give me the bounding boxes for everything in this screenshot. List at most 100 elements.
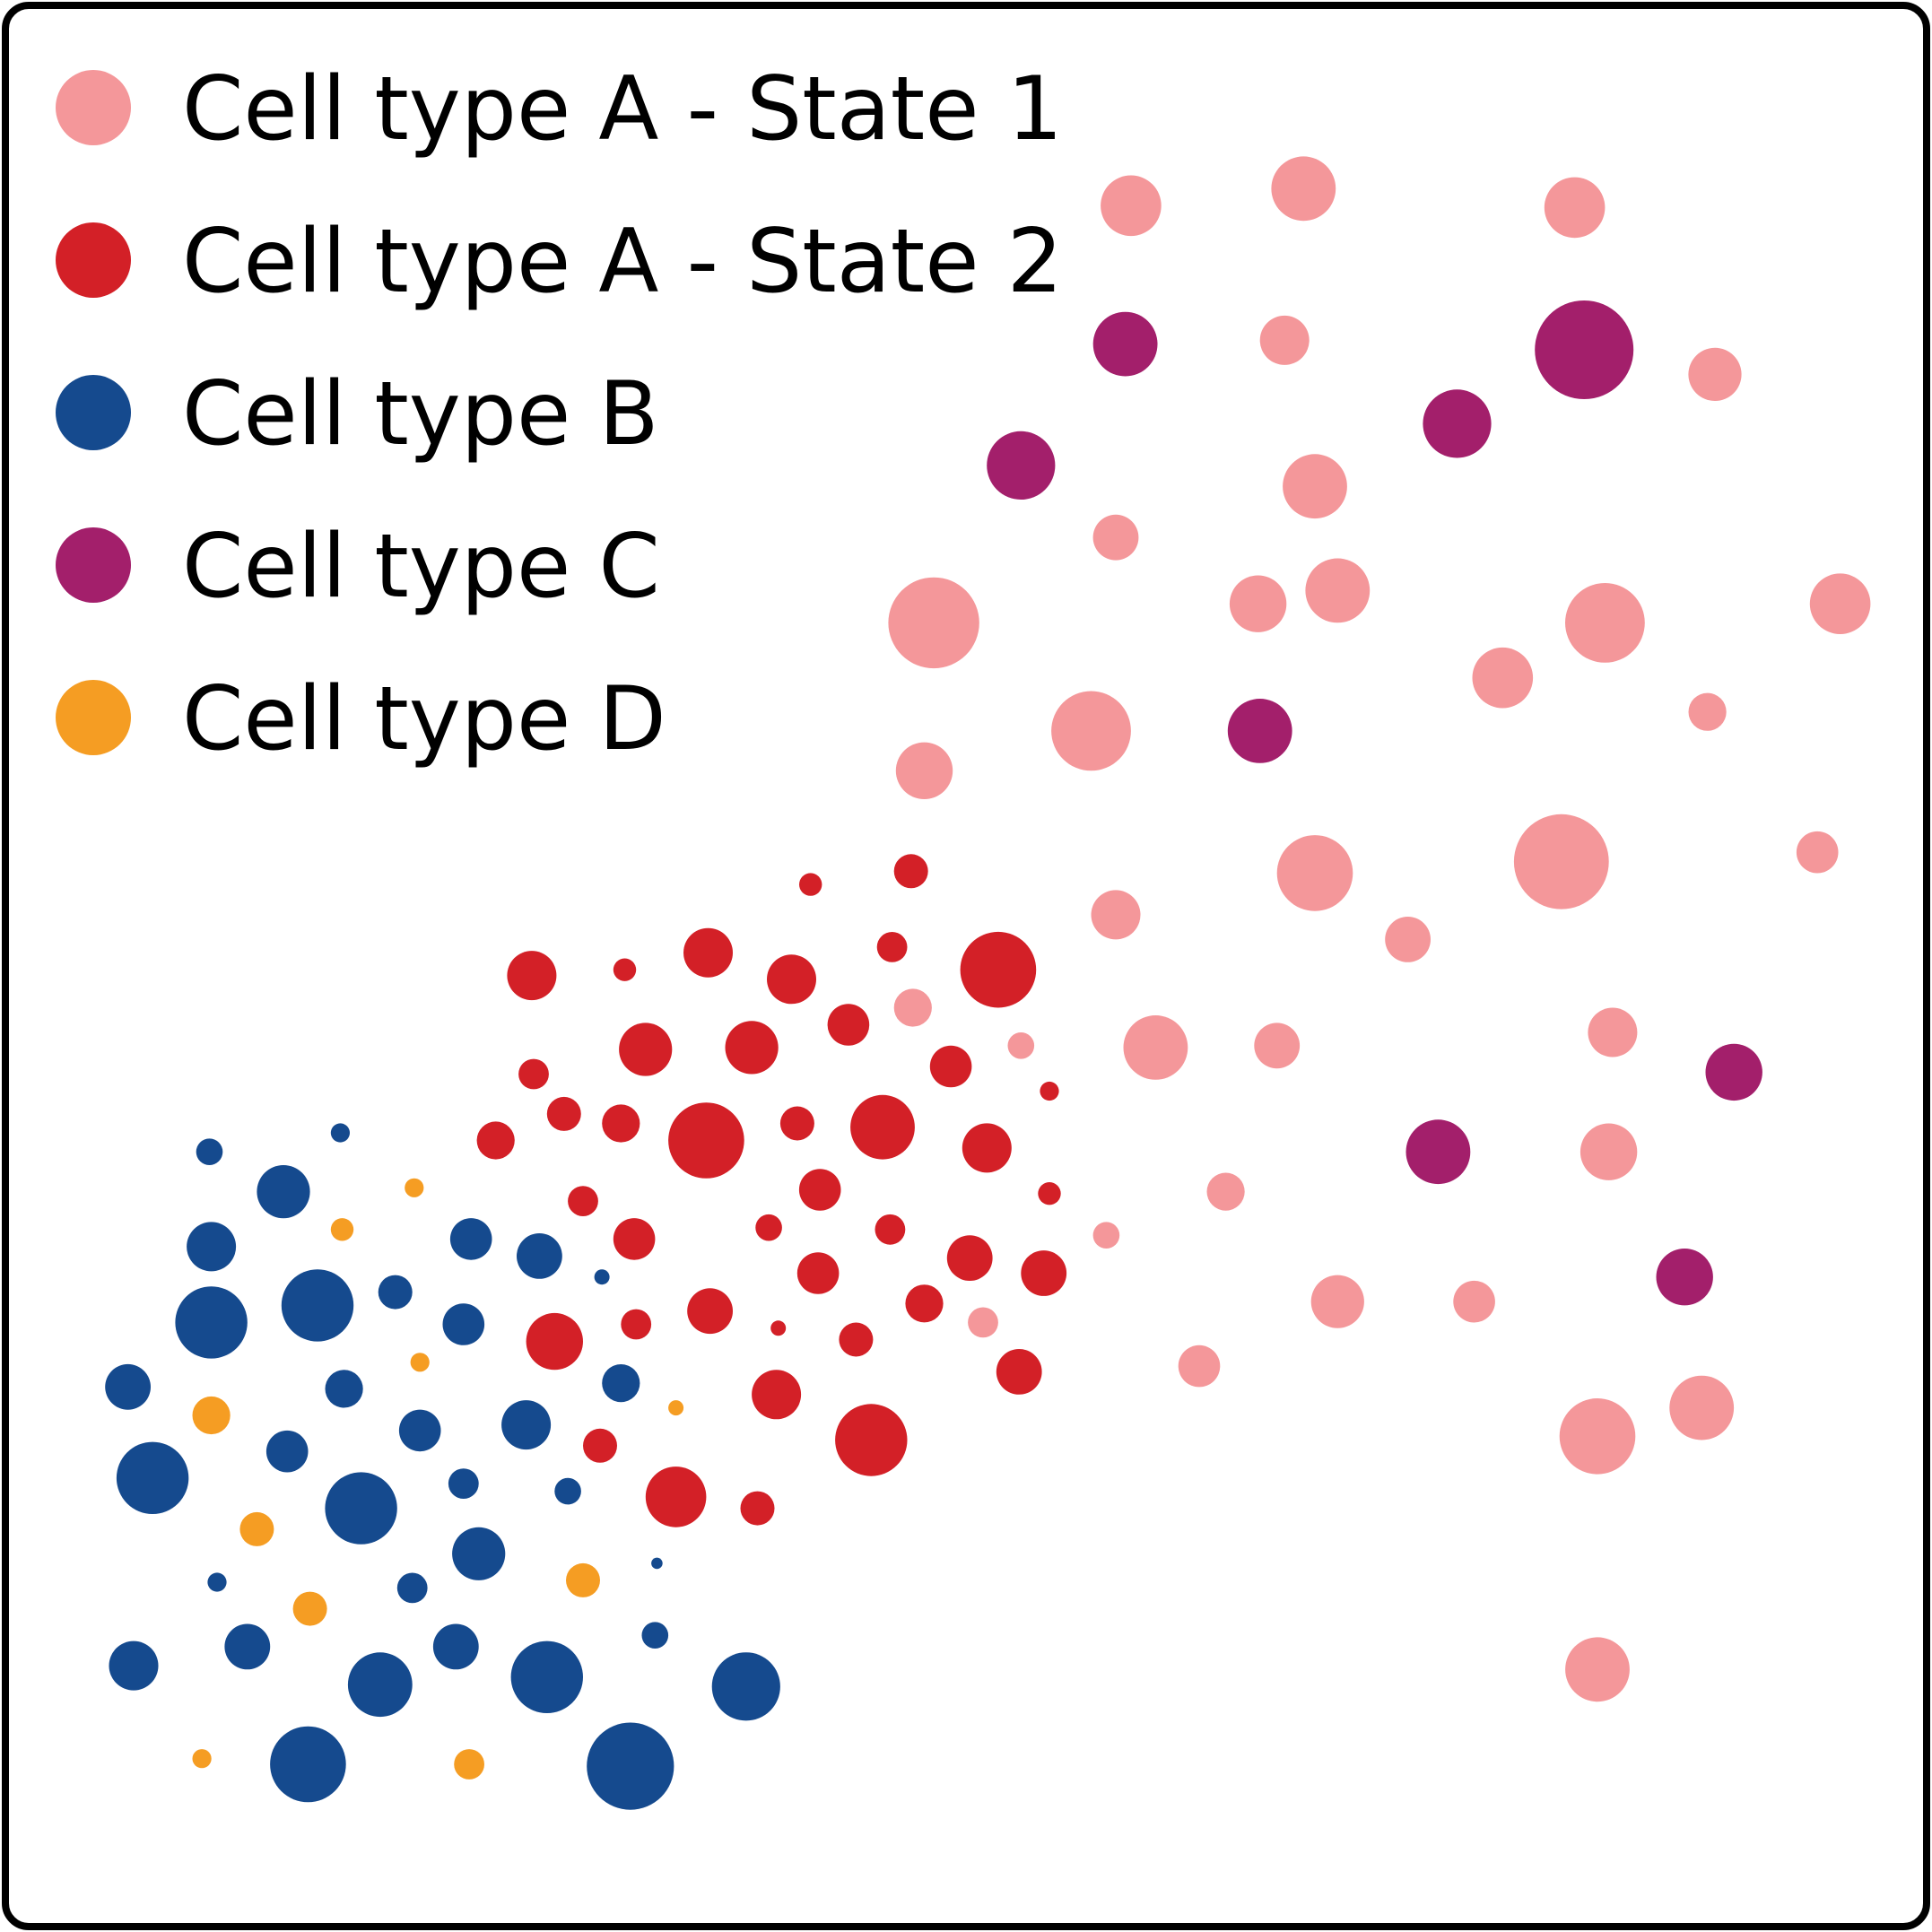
data-point-0-15 bbox=[895, 742, 953, 799]
data-point-3-7 bbox=[1656, 1249, 1713, 1306]
data-point-1-37 bbox=[752, 1370, 802, 1420]
data-point-1-40 bbox=[645, 1466, 707, 1527]
data-point-4-6 bbox=[566, 1562, 600, 1597]
legend-item-0: Cell type A - State 1 bbox=[56, 58, 1063, 161]
data-point-2-17 bbox=[116, 1441, 189, 1515]
data-point-1-22 bbox=[798, 1169, 841, 1211]
data-point-2-20 bbox=[554, 1477, 581, 1505]
data-point-0-28 bbox=[1092, 1222, 1120, 1249]
data-point-2-31 bbox=[711, 1652, 780, 1721]
data-point-2-27 bbox=[109, 1640, 159, 1691]
data-point-2-3 bbox=[187, 1222, 237, 1272]
data-point-2-22 bbox=[207, 1572, 227, 1592]
legend-label-2: Cell type B bbox=[182, 363, 659, 466]
data-point-0-6 bbox=[1092, 514, 1139, 561]
data-point-0-27 bbox=[1580, 1123, 1638, 1180]
data-point-3-5 bbox=[1705, 1043, 1762, 1101]
data-point-1-1 bbox=[893, 854, 928, 889]
data-point-0-19 bbox=[1091, 890, 1141, 940]
data-point-0-33 bbox=[1559, 1398, 1636, 1475]
legend-label-0: Cell type A - State 1 bbox=[182, 58, 1063, 161]
data-point-2-19 bbox=[448, 1468, 479, 1499]
legend-item-2: Cell type B bbox=[56, 363, 659, 466]
data-point-0-4 bbox=[1688, 347, 1742, 401]
data-point-4-3 bbox=[668, 1400, 684, 1416]
data-point-2-23 bbox=[396, 1572, 428, 1604]
data-point-1-6 bbox=[876, 932, 908, 962]
legend-label-4: Cell type D bbox=[182, 668, 666, 770]
data-point-2-14 bbox=[398, 1409, 441, 1452]
data-point-0-18 bbox=[1796, 831, 1839, 874]
data-point-1-36 bbox=[996, 1349, 1042, 1395]
data-point-2-33 bbox=[587, 1722, 674, 1810]
data-point-3-3 bbox=[987, 431, 1056, 500]
data-point-2-28 bbox=[347, 1652, 413, 1718]
data-point-0-3 bbox=[1259, 315, 1310, 365]
legend-marker-3 bbox=[56, 527, 131, 603]
data-point-3-4 bbox=[1227, 699, 1292, 763]
data-point-1-34 bbox=[839, 1322, 874, 1357]
series-4 bbox=[192, 1178, 684, 1780]
data-point-0-8 bbox=[1229, 575, 1287, 632]
data-point-1-20 bbox=[962, 1123, 1012, 1173]
data-point-1-17 bbox=[668, 1102, 744, 1179]
data-point-2-2 bbox=[257, 1165, 310, 1219]
data-point-2-24 bbox=[651, 1557, 663, 1570]
data-point-2-9 bbox=[378, 1275, 413, 1310]
data-point-1-35 bbox=[905, 1284, 944, 1323]
data-point-2-29 bbox=[510, 1640, 583, 1714]
data-point-2-18 bbox=[325, 1472, 397, 1545]
data-point-1-0 bbox=[799, 873, 822, 896]
data-point-1-28 bbox=[796, 1252, 840, 1294]
data-point-1-38 bbox=[583, 1428, 617, 1463]
series-1 bbox=[476, 854, 1067, 1527]
data-point-3-1 bbox=[1535, 300, 1634, 399]
legend: Cell type A - State 1 Cell type A - State… bbox=[56, 58, 1063, 770]
data-point-0-31 bbox=[968, 1307, 998, 1338]
data-point-0-1 bbox=[1271, 156, 1336, 222]
series-0 bbox=[888, 156, 1871, 1702]
data-point-0-5 bbox=[1283, 454, 1347, 519]
data-point-0-23 bbox=[1254, 1023, 1301, 1069]
data-points bbox=[105, 156, 1871, 1810]
data-point-0-20 bbox=[1385, 917, 1431, 962]
data-point-0-11 bbox=[1809, 573, 1871, 634]
data-point-1-3 bbox=[613, 958, 637, 981]
data-point-3-6 bbox=[1405, 1119, 1471, 1185]
data-point-1-39 bbox=[835, 1404, 908, 1476]
legend-item-4: Cell type D bbox=[56, 668, 666, 770]
legend-marker-0 bbox=[56, 70, 131, 145]
data-point-2-25 bbox=[224, 1623, 271, 1670]
data-point-0-30 bbox=[1453, 1280, 1495, 1323]
data-point-1-31 bbox=[621, 1309, 652, 1340]
data-point-0-17 bbox=[1513, 814, 1609, 909]
data-point-2-13 bbox=[602, 1364, 640, 1403]
data-point-1-5 bbox=[767, 954, 816, 1005]
data-point-1-25 bbox=[755, 1214, 782, 1241]
data-point-1-11 bbox=[929, 1045, 972, 1088]
data-point-1-41 bbox=[740, 1491, 775, 1526]
data-point-1-29 bbox=[1021, 1250, 1067, 1296]
data-point-0-22 bbox=[1123, 1015, 1188, 1080]
data-point-2-0 bbox=[196, 1138, 223, 1165]
data-point-2-5 bbox=[517, 1233, 562, 1279]
data-point-4-1 bbox=[330, 1218, 354, 1241]
data-point-3-0 bbox=[1092, 311, 1158, 377]
data-point-1-9 bbox=[725, 1021, 779, 1075]
data-point-2-8 bbox=[281, 1269, 354, 1342]
data-point-1-14 bbox=[476, 1121, 515, 1160]
data-point-1-26 bbox=[875, 1214, 906, 1245]
data-point-1-15 bbox=[546, 1096, 581, 1131]
data-point-1-21 bbox=[568, 1186, 598, 1216]
data-point-0-29 bbox=[1310, 1275, 1364, 1328]
data-point-0-14 bbox=[1688, 692, 1727, 731]
data-point-0-2 bbox=[1544, 177, 1606, 239]
data-point-0-0 bbox=[1101, 175, 1162, 237]
legend-label-3: Cell type C bbox=[182, 516, 660, 618]
data-point-0-35 bbox=[1565, 1637, 1630, 1702]
series-3 bbox=[987, 300, 1762, 1306]
data-point-1-10 bbox=[827, 1004, 870, 1046]
legend-item-3: Cell type C bbox=[56, 516, 660, 618]
data-point-1-12 bbox=[518, 1058, 549, 1090]
data-point-1-2 bbox=[507, 951, 557, 1001]
